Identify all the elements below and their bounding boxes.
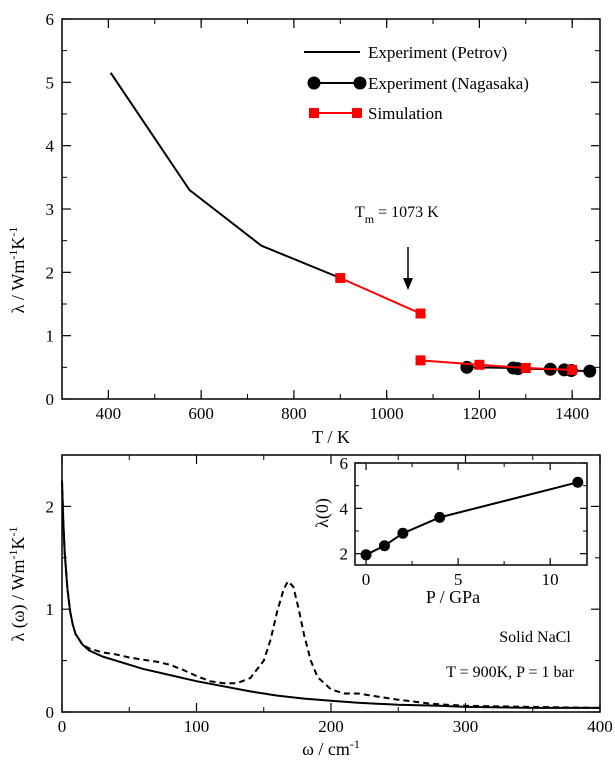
top-y-tick-label: 4 [46, 137, 55, 156]
top-x-tick-label: 1400 [555, 404, 589, 423]
inset-data-point [434, 511, 446, 523]
data-point-simulation [520, 362, 531, 373]
top-y-tick-label: 1 [46, 327, 55, 346]
top-panel: 400 600 800 1000 1200 1400 0 1 2 3 4 5 6 Experiment … [6, 10, 601, 447]
legend-marker-nagasaka [353, 76, 367, 90]
top-plot-frame [61, 18, 601, 400]
bottom-plot-frame [61, 454, 601, 713]
top-y-tick-label: 6 [46, 10, 55, 29]
melting-point-annotation: Tm = 1073 K [355, 204, 439, 290]
legend-marker-nagasaka [307, 76, 321, 90]
legend-marker-simulation [352, 108, 362, 118]
inset-panel: 0 5 10 2 4 6 P / GPa λ(0) [312, 454, 588, 607]
data-point-nagasaka [583, 364, 597, 378]
legend-label-petrov: Experiment (Petrov) [368, 43, 507, 62]
top-x-tick-label: 800 [281, 404, 307, 423]
inset-x-tick-label: 10 [542, 570, 559, 589]
series-line-petrov [109, 72, 341, 279]
bottom-y-tick-label: 1 [46, 600, 55, 619]
top-x-tick-label: 1200 [462, 404, 496, 423]
data-point-simulation [567, 364, 578, 375]
inset-data-point [378, 540, 390, 552]
bottom-y-axis-label: λ (ω) / Wm-1K-1 [6, 526, 29, 641]
top-y-tick-label: 0 [46, 390, 55, 409]
inset-plot-frame [354, 462, 588, 566]
annotation-solid-nacl: Solid NaCl [499, 629, 571, 646]
bottom-x-tick-label: 0 [58, 717, 67, 736]
legend-label-simulation: Simulation [368, 104, 443, 123]
data-point-simulation [474, 359, 485, 370]
bottom-x-tick-label: 400 [587, 717, 613, 736]
inset-data-point [397, 527, 409, 539]
inset-x-tick-label: 0 [362, 570, 371, 589]
series-line-solid [61, 480, 600, 709]
data-point-simulation [335, 273, 346, 284]
inset-data-point [572, 476, 584, 488]
top-y-tick-label: 2 [46, 263, 55, 282]
bottom-series-layer [61, 480, 601, 709]
inset-y-tick-label: 2 [340, 545, 349, 564]
bottom-x-tick-label: 300 [453, 717, 479, 736]
legend-label-nagasaka: Experiment (Nagasaka) [368, 74, 529, 93]
annotation-conditions: T = 900K, P = 1 bar [446, 664, 574, 681]
bottom-y-tick-label: 0 [46, 703, 55, 722]
top-x-tick-label: 400 [96, 404, 122, 423]
bottom-y-tick-label: 2 [46, 497, 55, 516]
series-line-simulation [420, 359, 573, 371]
data-point-simulation [415, 308, 426, 319]
top-y-tick-label: 5 [46, 73, 55, 92]
inset-x-axis-label: P / GPa [426, 587, 480, 607]
series-line-simulation [339, 277, 421, 315]
bottom-x-axis-label: ω / cm-1 [302, 737, 360, 759]
data-point-simulation [415, 355, 426, 366]
top-x-tick-label: 600 [188, 404, 214, 423]
inset-y-tick-label: 6 [340, 454, 349, 473]
inset-background [355, 463, 587, 565]
top-series-layer [109, 72, 597, 378]
top-tick-layer: 400 600 800 1000 1200 1400 0 1 2 3 4 5 6 [46, 10, 600, 423]
inset-data-point [360, 549, 372, 561]
melting-point-arrowhead [403, 278, 413, 290]
inset-x-tick-label: 5 [454, 570, 463, 589]
inset-y-tick-label: 4 [340, 499, 349, 518]
top-y-tick-label: 3 [46, 200, 55, 219]
top-legend: Experiment (Petrov) Experiment (Nagasaka… [304, 43, 529, 123]
top-x-tick-label: 1000 [370, 404, 404, 423]
melting-point-label: Tm = 1073 K [355, 204, 439, 226]
bottom-x-tick-label: 200 [318, 717, 344, 736]
top-y-axis-label: λ / Wm-1K-1 [6, 227, 28, 314]
inset-y-axis-label: λ(0) [312, 498, 333, 528]
bottom-x-tick-label: 100 [184, 717, 210, 736]
inset-series-layer [360, 476, 584, 561]
legend-marker-simulation [309, 108, 319, 118]
top-x-axis-label: T / K [312, 427, 350, 447]
